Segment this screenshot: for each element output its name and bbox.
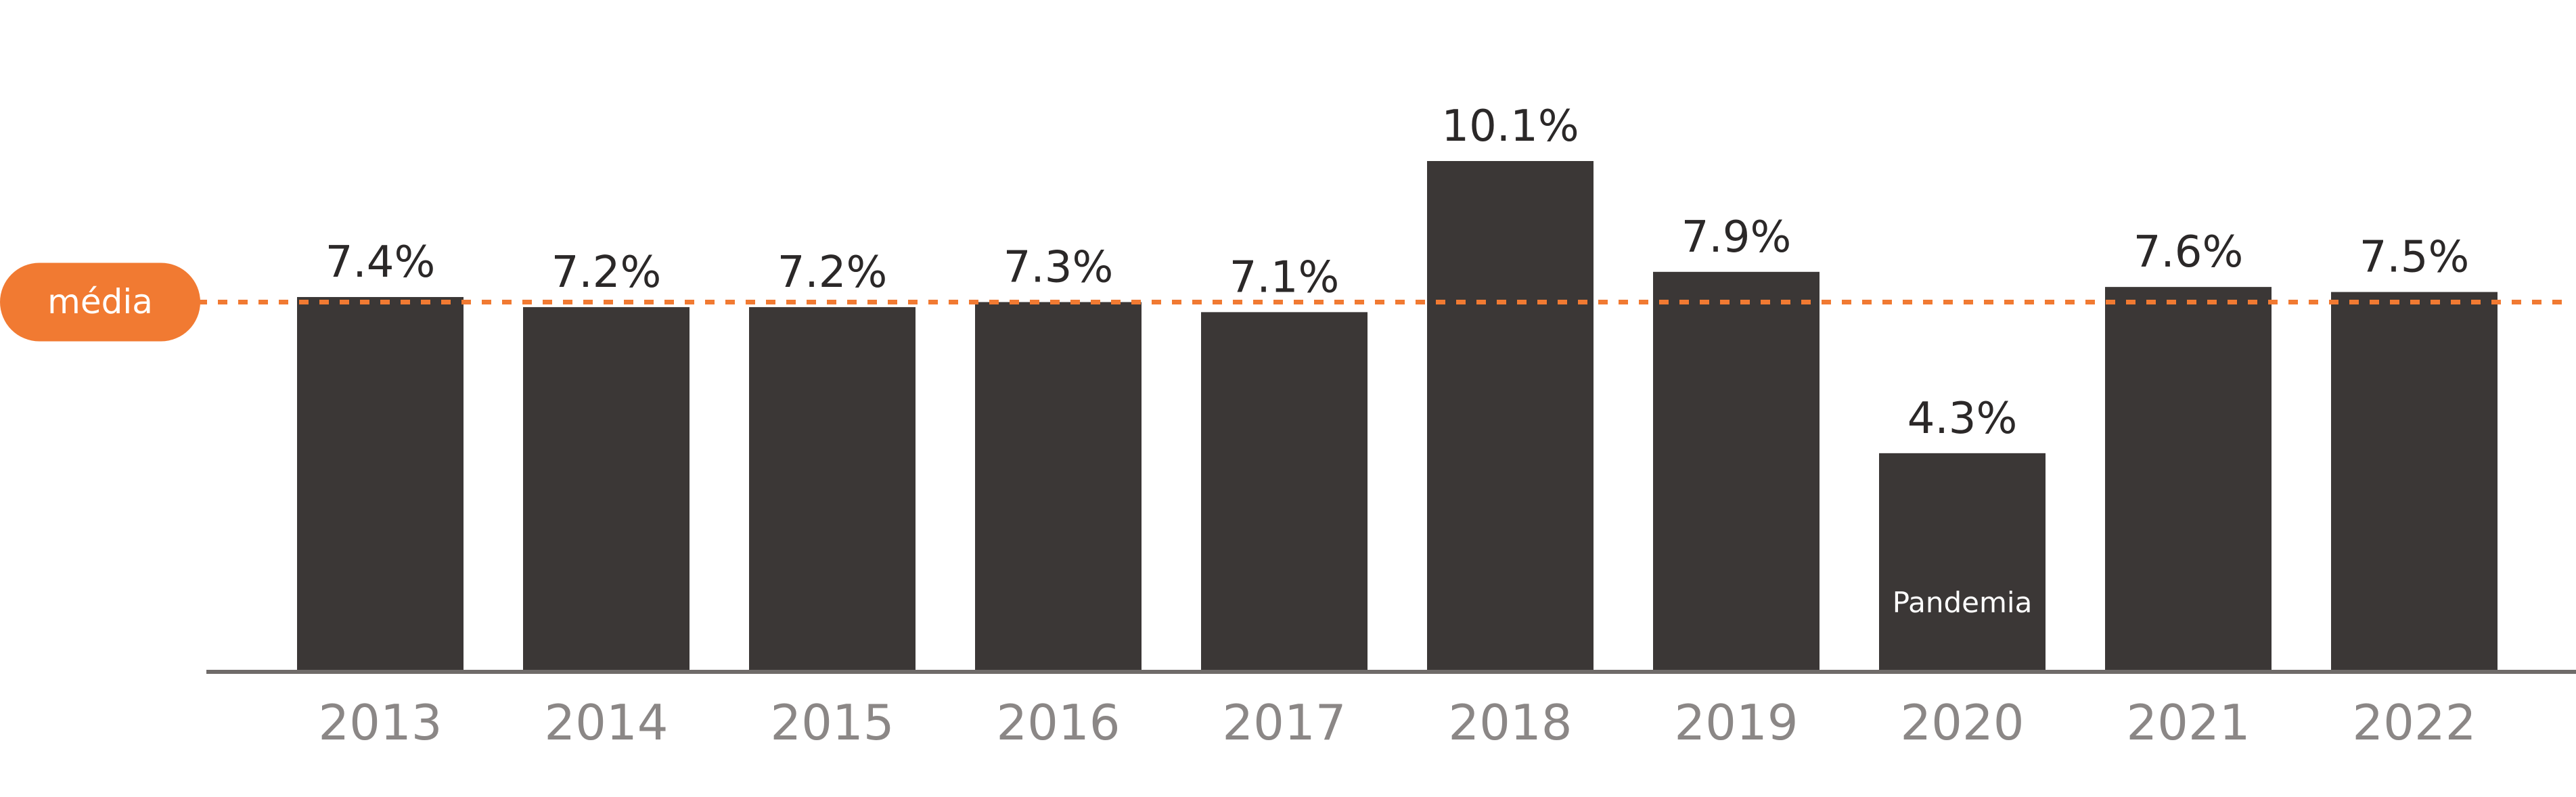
- bar-2021: [2105, 287, 2272, 670]
- bar-2019: [1653, 271, 1820, 670]
- value-label-2019: 7.9%: [1681, 212, 1792, 263]
- value-label-2015: 7.2%: [777, 248, 888, 298]
- bar-2022: [2331, 292, 2498, 670]
- bar-2020: [1879, 453, 2046, 670]
- value-label-2018: 10.1%: [1441, 101, 1579, 152]
- bar-2014: [523, 306, 690, 670]
- value-label-2022: 7.5%: [2359, 233, 2470, 283]
- tick-label-2018: 2018: [1448, 694, 1572, 751]
- tick-label-2013: 2013: [318, 694, 442, 751]
- bar-2013: [297, 297, 464, 670]
- value-label-2021: 7.6%: [2133, 227, 2244, 277]
- tick-label-2020: 2020: [1900, 694, 2024, 751]
- value-label-2013: 7.4%: [325, 237, 436, 288]
- reference-pill: [0, 263, 200, 342]
- tick-label-2021: 2021: [2126, 694, 2250, 751]
- tick-label-2022: 2022: [2352, 694, 2476, 751]
- tick-label-2016: 2016: [996, 694, 1120, 751]
- bar-2018: [1427, 161, 1594, 670]
- value-label-2020: 4.3%: [1907, 394, 2018, 444]
- bar-2017: [1201, 312, 1368, 670]
- labels-layer: 7.4% 2013 7.2% 2014 7.2% 2015 7.3% 2016 7.1% 2017…: [318, 101, 2476, 751]
- bar-2015: [749, 306, 916, 670]
- reference-layer: média: [0, 263, 2571, 342]
- bar-2016: [975, 302, 1142, 670]
- value-label-2017: 7.1%: [1229, 252, 1340, 302]
- annotation-2020: Pandemia: [1893, 586, 2033, 619]
- tick-label-2019: 2019: [1674, 694, 1798, 751]
- tick-label-2017: 2017: [1222, 694, 1346, 751]
- bars-layer: [297, 161, 2498, 670]
- value-label-2016: 7.3%: [1003, 242, 1114, 292]
- reference-label: média: [47, 282, 153, 321]
- value-label-2014: 7.2%: [551, 248, 662, 298]
- tick-label-2015: 2015: [770, 694, 894, 751]
- tick-label-2014: 2014: [544, 694, 668, 751]
